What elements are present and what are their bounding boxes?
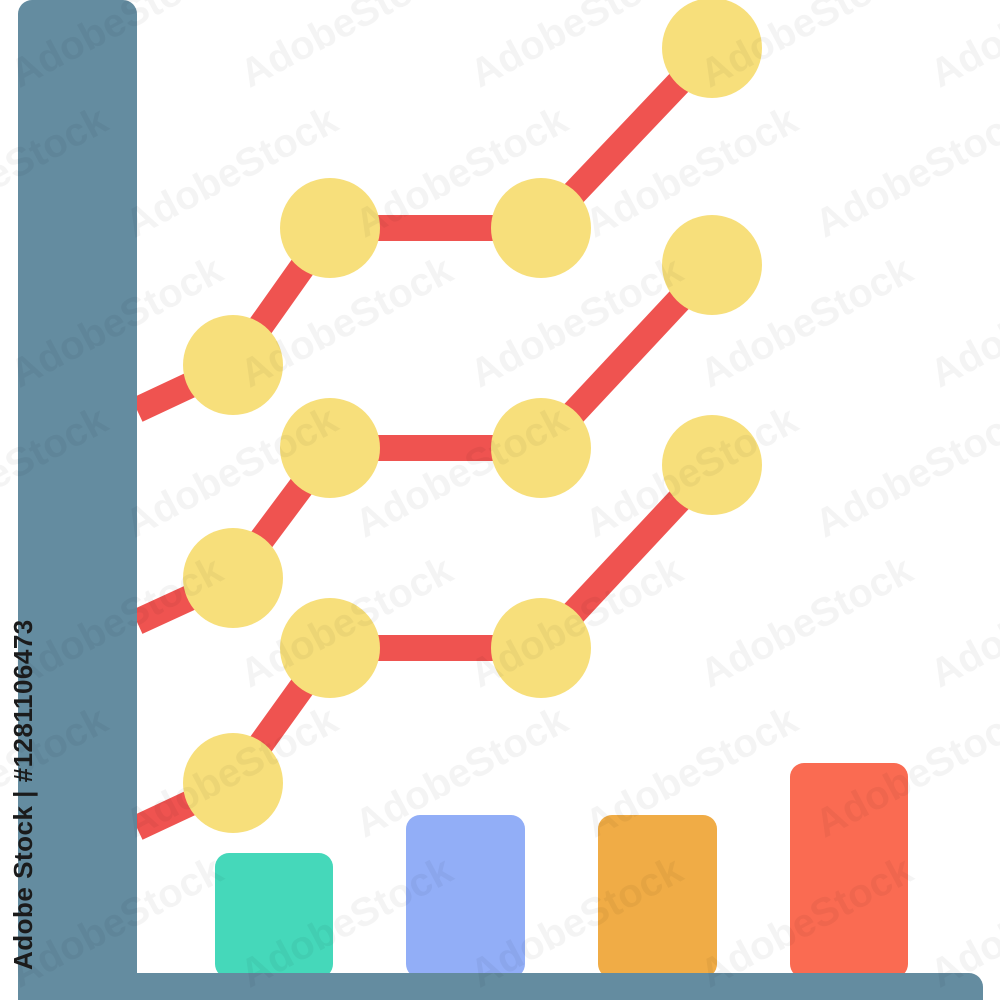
bar-teal: [215, 853, 333, 978]
bar-orange: [598, 815, 717, 978]
series-bottom-node-3: [491, 598, 591, 698]
bar-series-layer: [215, 763, 908, 978]
y-axis: [18, 0, 137, 1000]
line-series-layer: [131, 39, 722, 840]
x-axis: [18, 973, 983, 1000]
series-middle-node-4: [662, 215, 762, 315]
axis-layer: [18, 0, 983, 1000]
series-middle-node-1: [183, 528, 283, 628]
series-bottom-node-4: [662, 415, 762, 515]
series-top-node-2: [280, 178, 380, 278]
series-top-node-1: [183, 315, 283, 415]
series-top-node-3: [491, 178, 591, 278]
bar-red: [790, 763, 908, 978]
series-bottom-node-2: [280, 598, 380, 698]
series-bottom-node-1: [183, 733, 283, 833]
bar-blue: [406, 815, 525, 978]
series-middle-node-2: [280, 398, 380, 498]
data-point-layer: [183, 0, 762, 833]
series-top-node-4: [662, 0, 762, 98]
series-middle-node-3: [491, 398, 591, 498]
